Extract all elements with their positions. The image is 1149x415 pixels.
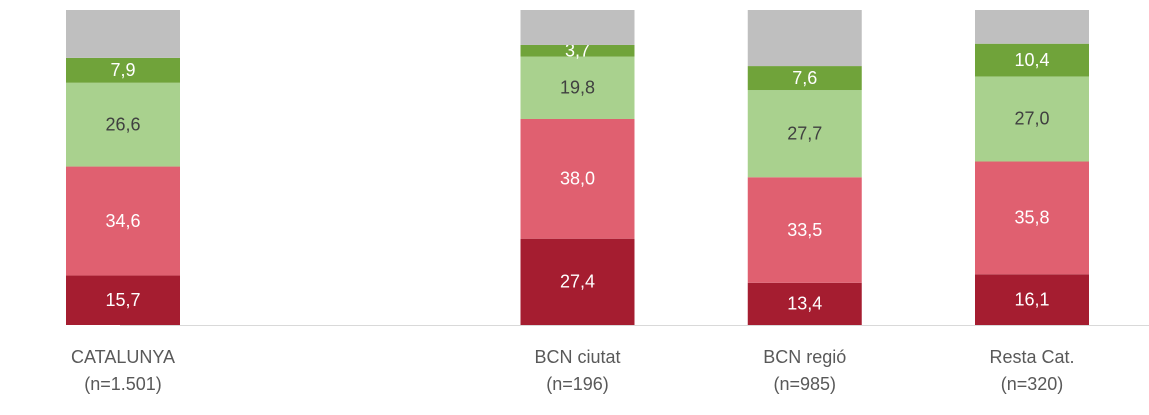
x-tick-label: CATALUNYA bbox=[71, 347, 175, 367]
bar-segment bbox=[520, 118, 635, 239]
bar-segment bbox=[975, 43, 1089, 77]
x-tick-label: BCN regió bbox=[763, 347, 846, 367]
bar-segment bbox=[747, 90, 862, 178]
bar-segment bbox=[66, 275, 180, 325]
data-label: 7,6 bbox=[792, 68, 817, 88]
x-tick-label: BCN ciutat bbox=[534, 347, 620, 367]
bar-segment bbox=[66, 166, 180, 276]
data-label: 27,0 bbox=[1014, 109, 1049, 129]
data-label: 27,7 bbox=[787, 123, 822, 143]
bar-segment bbox=[975, 274, 1089, 325]
bar-segment bbox=[520, 56, 635, 119]
bar-segment bbox=[66, 10, 180, 58]
bar-segment bbox=[66, 57, 180, 83]
data-label: 7,9 bbox=[110, 60, 135, 80]
data-label: 15,7 bbox=[105, 290, 140, 310]
data-label: 35,8 bbox=[1014, 208, 1049, 228]
data-label: 33,5 bbox=[787, 220, 822, 240]
data-label: 10,4 bbox=[1014, 50, 1049, 70]
data-label: 16,1 bbox=[1014, 289, 1049, 309]
bar-segment bbox=[975, 10, 1089, 44]
bar-segment bbox=[747, 10, 862, 67]
bar-segment bbox=[975, 76, 1089, 162]
x-tick-label: (n=320) bbox=[1001, 374, 1064, 394]
bar-segment bbox=[747, 282, 862, 325]
bar-segment bbox=[66, 82, 180, 167]
data-label: 27,4 bbox=[560, 272, 595, 292]
bar-segment bbox=[747, 66, 862, 91]
bar-segment bbox=[975, 161, 1089, 275]
data-label: 19,8 bbox=[560, 78, 595, 98]
data-label: 26,6 bbox=[105, 114, 140, 134]
bar-segment bbox=[520, 238, 635, 325]
bar-segment bbox=[520, 10, 635, 45]
x-tick-label: (n=196) bbox=[546, 374, 609, 394]
data-label: 34,6 bbox=[105, 211, 140, 231]
data-label: 38,0 bbox=[560, 169, 595, 189]
x-tick-label: (n=1.501) bbox=[84, 374, 162, 394]
data-label: 3,7 bbox=[565, 41, 590, 61]
x-tick-label: (n=985) bbox=[773, 374, 836, 394]
data-label: 13,4 bbox=[787, 294, 822, 314]
x-tick-label: Resta Cat. bbox=[989, 347, 1074, 367]
bar-segment bbox=[747, 177, 862, 283]
bar-segment bbox=[520, 44, 635, 57]
